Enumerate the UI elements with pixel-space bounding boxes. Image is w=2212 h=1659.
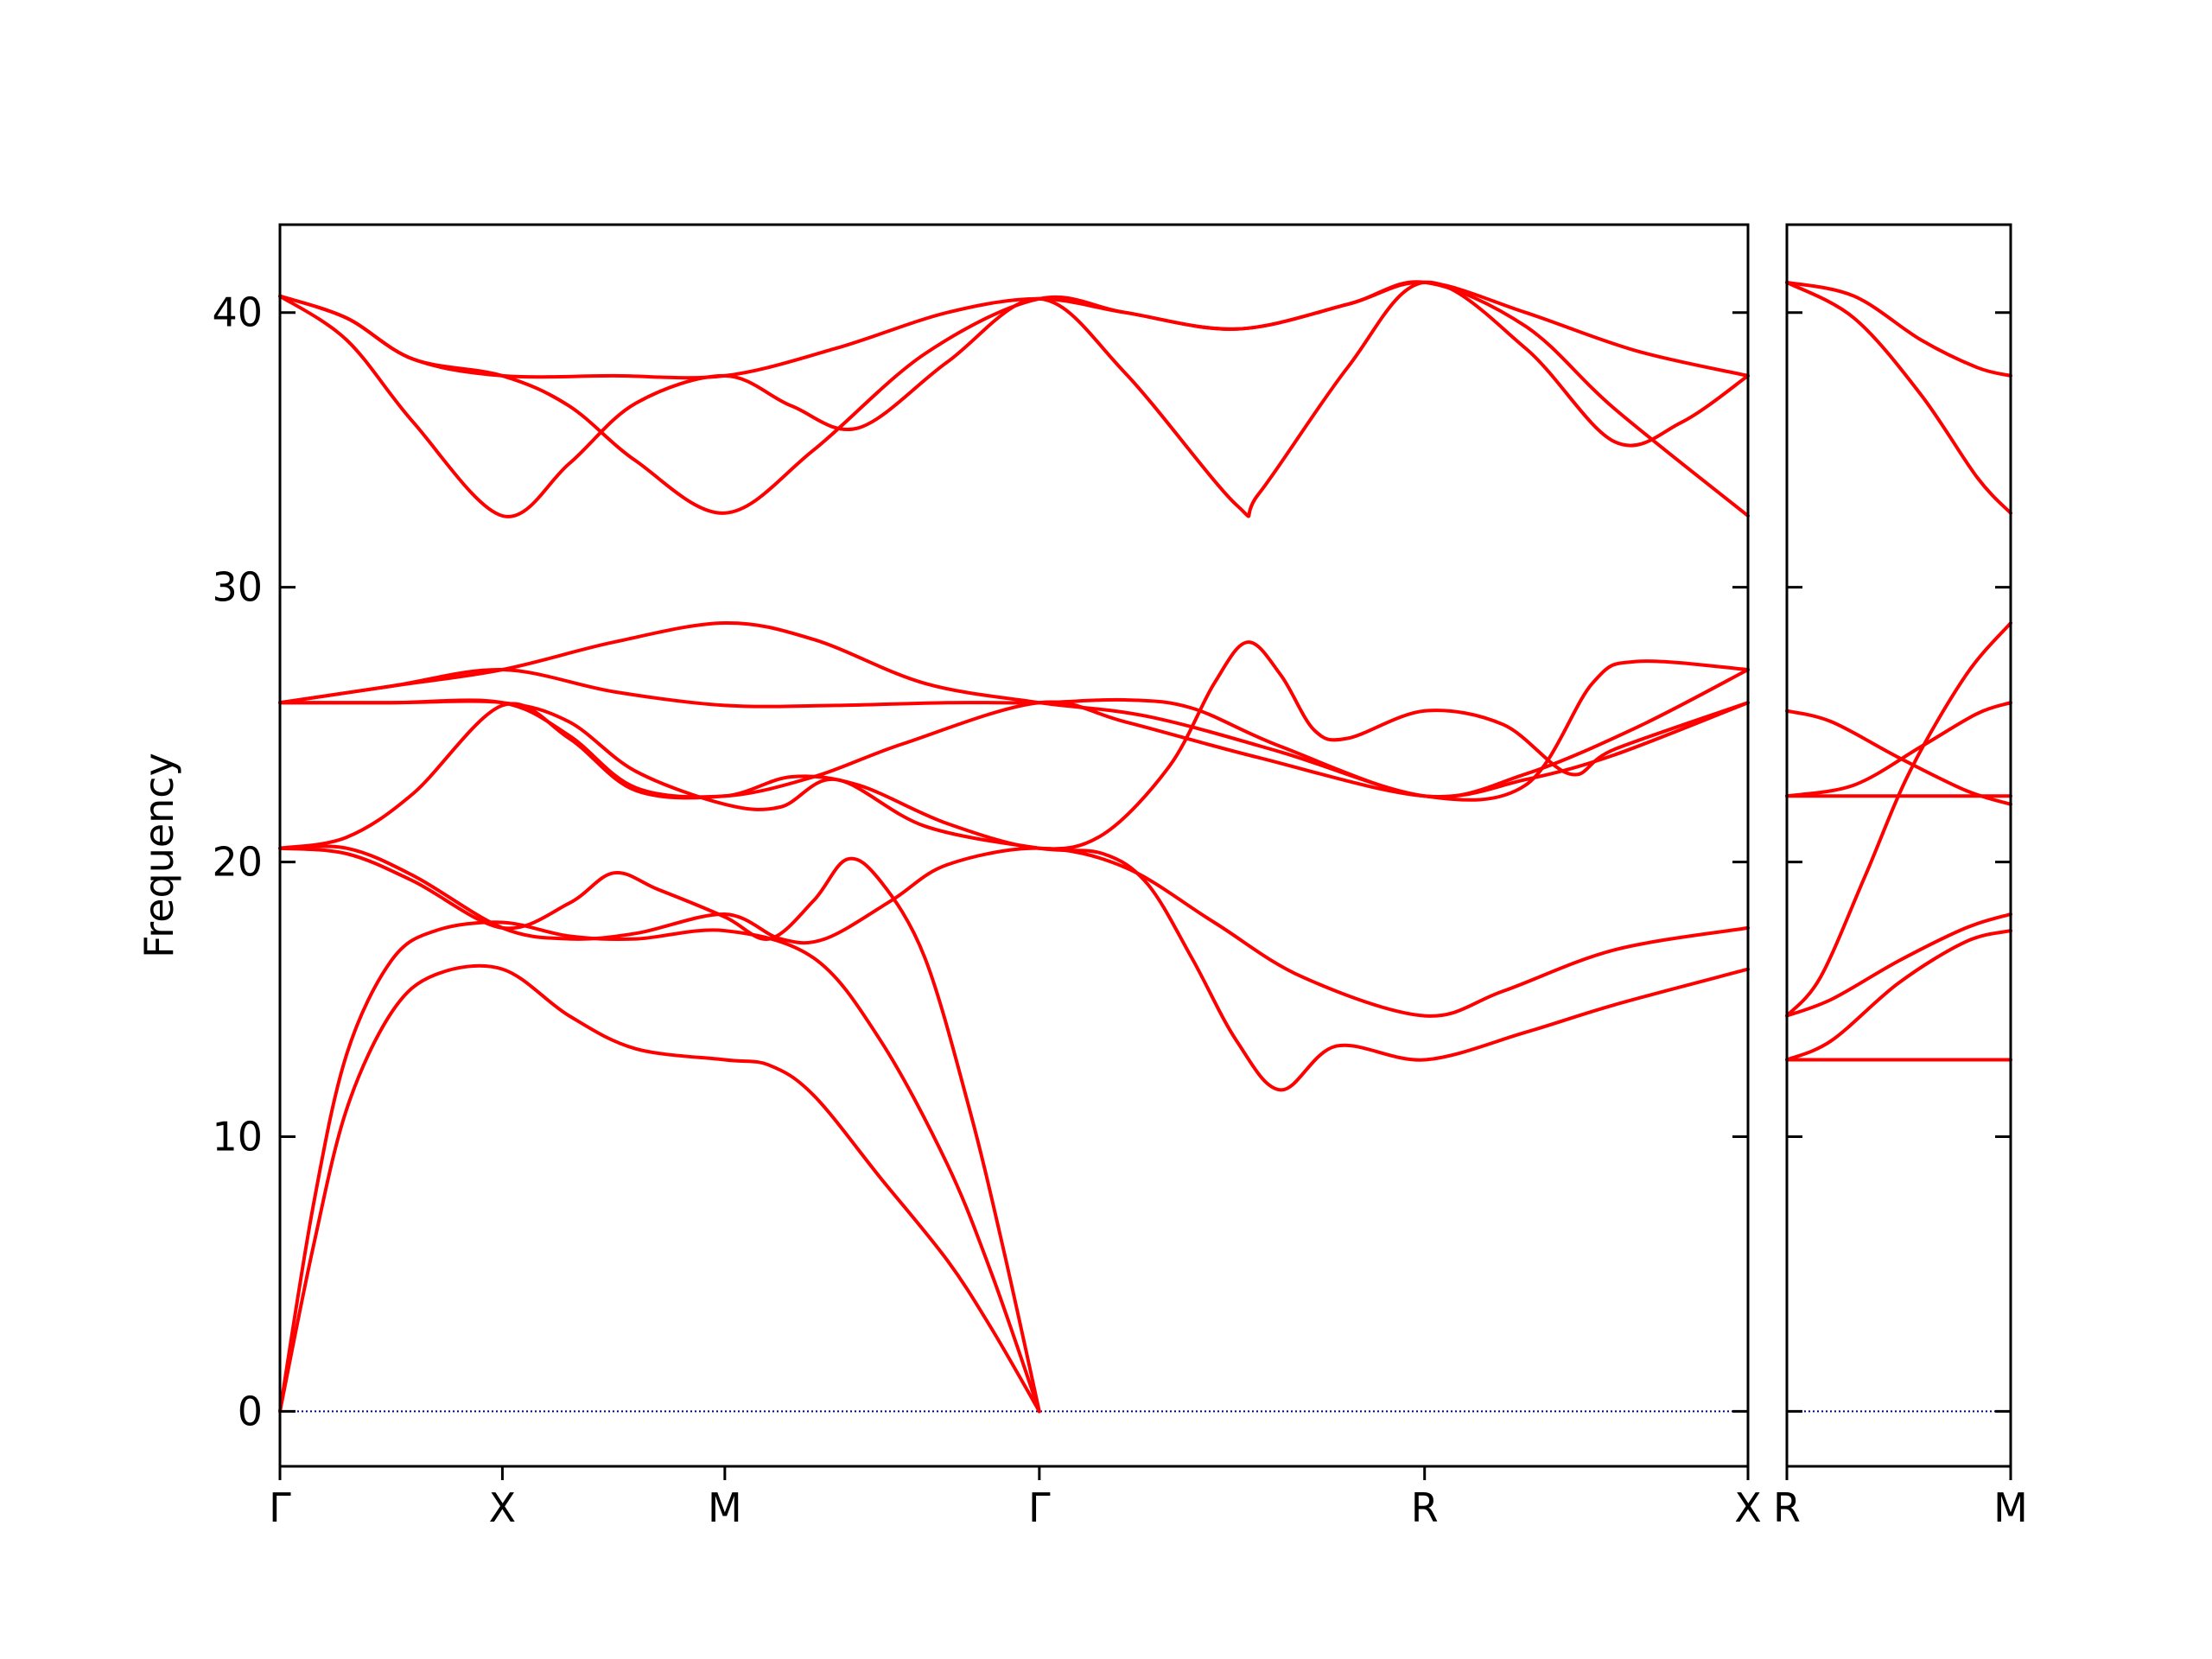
- band-line-7: [1785, 709, 2012, 806]
- x-tick-label: R: [1411, 1484, 1439, 1531]
- axes-frame: [278, 223, 1750, 1468]
- band-line-9: [278, 667, 1750, 799]
- band-line-11: [278, 280, 1750, 518]
- band-line-2: [1785, 929, 2012, 1062]
- band-line-6: [1785, 701, 2012, 798]
- band-line-6: [278, 699, 1750, 1092]
- y-tick-label: 10: [212, 1113, 263, 1160]
- band-line-5: [278, 640, 1750, 851]
- x-tick-label: X: [489, 1484, 517, 1531]
- x-tick-label: M: [1993, 1484, 2028, 1531]
- y-tick-label: 40: [212, 289, 263, 336]
- y-tick-label: 0: [238, 1388, 263, 1434]
- band-line-4: [1785, 621, 2012, 1018]
- band-line-9: [1785, 280, 2012, 378]
- band-line-8: [1785, 280, 2012, 515]
- x-tick-label: X: [1734, 1484, 1762, 1531]
- x-tick-label: Γ: [269, 1484, 291, 1531]
- band-line-3: [1785, 912, 2012, 1018]
- band-line-4: [278, 844, 1750, 1018]
- y-axis-label: Frequency: [136, 753, 182, 958]
- band-line-10: [278, 280, 1750, 518]
- x-tick-label: M: [708, 1484, 742, 1531]
- band-line-7: [278, 698, 1750, 799]
- x-tick-label: Γ: [1028, 1484, 1051, 1531]
- y-tick-label: 20: [212, 839, 263, 886]
- y-tick-label: 30: [212, 564, 263, 611]
- main-panel: 0 10 20 30 40 Γ X M Γ R X: [212, 223, 1762, 1531]
- band-line-3: [278, 846, 1041, 1414]
- band-line-1: [278, 963, 1041, 1414]
- x-tick-label: R: [1773, 1484, 1801, 1531]
- band-line-2: [278, 920, 1041, 1414]
- band-line-12: [278, 280, 1750, 380]
- axes-frame: [1785, 223, 2012, 1468]
